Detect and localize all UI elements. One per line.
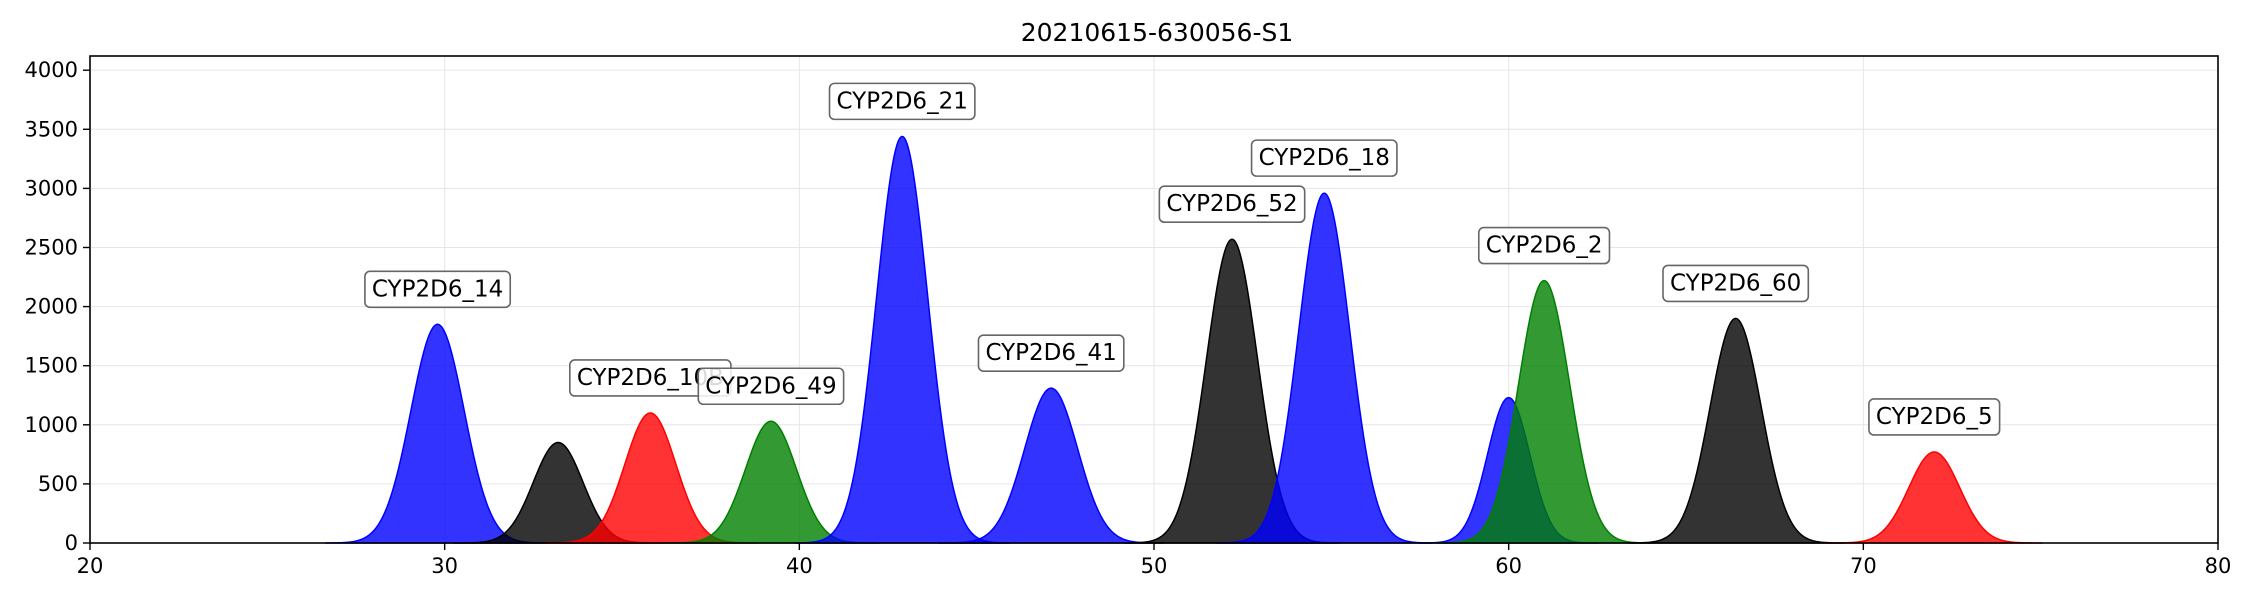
peak-label-text: CYP2D6_14: [372, 276, 503, 302]
peak-area-cyp2d6-2: [1436, 279, 1653, 544]
y-tick-label: 500: [38, 472, 78, 496]
peak-label-cyp2d6-60: CYP2D6_60: [1662, 264, 1810, 303]
peak-label-box: [1662, 264, 1810, 303]
peak-label-text: CYP2D6_21: [837, 88, 968, 114]
peak-label-box: [1868, 398, 2001, 436]
peak-annotations: CYP2D6_14CYP2D6_10BCYP2D6_49CYP2D6_21CYP…: [364, 82, 2001, 436]
peak-label-cyp2d6-49: CYP2D6_49: [697, 367, 845, 406]
peak-areas: [325, 135, 2043, 544]
y-tick-label: 3500: [25, 117, 78, 141]
y-tick-label: 3000: [25, 176, 78, 200]
peak-label-cyp2d6-14: CYP2D6_14: [364, 270, 512, 309]
x-tick-label: 20: [77, 554, 104, 578]
peak-label-cyp2d6-21: CYP2D6_21: [828, 82, 976, 121]
x-tick-label: 60: [1495, 554, 1522, 578]
peak-label-box: [697, 367, 845, 406]
peak-label-text: CYP2D6_49: [705, 373, 836, 399]
y-tick-label: 1500: [25, 354, 78, 378]
peak-label-cyp2d6-18: CYP2D6_18: [1250, 139, 1398, 177]
x-tick-label: 80: [2205, 554, 2232, 578]
peak-label-box: [1250, 139, 1398, 177]
peak-label-box: [1477, 226, 1611, 265]
peak-label-text: CYP2D6_5: [1876, 404, 1993, 430]
axes: 20 30 40 50 60 70 80 0 500 1000 1500 2000 2500 3000 35…: [25, 55, 2232, 578]
y-tick-label: 2000: [25, 295, 78, 319]
peak-label-text: CYP2D6_41: [985, 340, 1116, 366]
peak-area-cyp2d6-60: [1627, 317, 1844, 544]
peak-label-cyp2d6-2: CYP2D6_2: [1477, 226, 1611, 265]
peak-area-cyp2d6-41: [938, 387, 1164, 544]
peak-label-text: CYP2D6_60: [1670, 270, 1801, 296]
peak-label-cyp2d6-41: CYP2D6_41: [977, 334, 1125, 372]
peak-label-box: [364, 270, 512, 309]
peak-label-cyp2d6-5: CYP2D6_5: [1868, 398, 2001, 436]
peak-label-box: [977, 334, 1125, 372]
y-tick-label: 0: [65, 531, 78, 555]
peak-area-cyp2d6-18: [1216, 192, 1433, 544]
x-tick-label: 50: [1141, 554, 1168, 578]
peak-area-cyp2d6-21: [794, 135, 1011, 544]
peak-label-cyp2d6-52: CYP2D6_52: [1158, 185, 1306, 224]
chart-title: 20210615-630056-S1: [1021, 18, 1294, 47]
peak-area-cyp2d6-14: [325, 323, 551, 544]
y-tick-label: 1000: [25, 413, 78, 437]
y-tick-label: 4000: [25, 58, 78, 82]
peak-label-text: CYP2D6_2: [1486, 233, 1603, 259]
x-tick-label: 70: [1850, 554, 1877, 578]
peak-label-text: CYP2D6_52: [1166, 191, 1297, 217]
peak-label-box: [828, 82, 976, 121]
x-tick-label: 30: [431, 554, 458, 578]
peak-label-box: [1158, 185, 1306, 224]
x-tick-label: 40: [786, 554, 813, 578]
peak-label-text: CYP2D6_18: [1259, 145, 1390, 171]
y-tick-label: 2500: [25, 235, 78, 259]
peak-area-cyp2d6-5: [1826, 451, 2043, 544]
